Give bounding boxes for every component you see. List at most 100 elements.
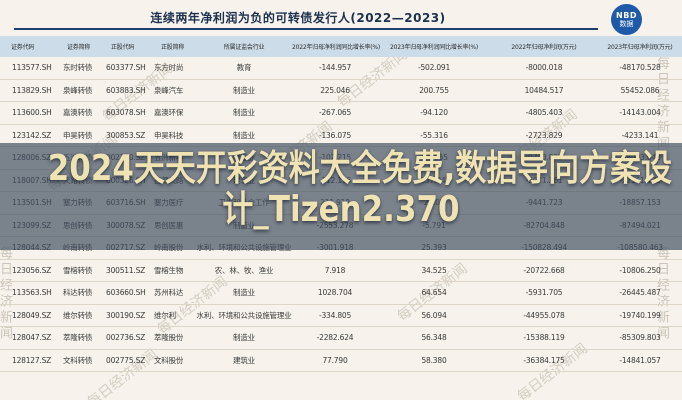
promo-text-line2: 计_Tizen2.370 [222, 189, 460, 230]
table-row: 128049.SZ 维尔转债 300190.SZ 维尔利 水利、环境和公共设施管理业 -3… [0, 305, 682, 327]
table-cell: 300511.SZ [106, 265, 146, 275]
table-cell: 113600.SH [12, 108, 52, 118]
table-cell: 603078.SH [106, 108, 146, 118]
table-cell: 水利、环境和公共设施管理业 [196, 310, 292, 320]
table-cell: 维尔利 [154, 310, 176, 320]
table-cell: -19740.199 [619, 310, 661, 320]
table-cell: 64.654 [421, 288, 447, 298]
table-cell: -36384.175 [523, 355, 565, 365]
table-cell: 教育 [236, 63, 252, 73]
table-cell: 制造业 [233, 108, 255, 118]
table-cell: 苏州科达 [154, 288, 184, 298]
table-cell: 申昊转债 [63, 130, 93, 140]
column-header: 证券简称 [67, 44, 91, 51]
table-cell: 东方时尚 [154, 63, 184, 73]
table-cell: 制造业 [233, 85, 255, 95]
column-header: 正股简称 [161, 44, 185, 51]
table-cell: 002736.SZ [106, 333, 146, 343]
column-header: 所属证监会行业 [223, 44, 265, 51]
table-cell: 嘉澳转债 [63, 108, 93, 118]
table-row: 113829.SH 泉峰转债 603883.SH 泉峰汽车 制造业 225.046 200.… [0, 80, 682, 102]
table-cell: 225.046 [320, 85, 350, 95]
table-cell: 制造业 [233, 333, 255, 343]
table-cell: -144.957 [318, 63, 352, 73]
page-title: 连续两年净利润为负的可转债发行人(2022—2023) [150, 11, 446, 25]
table-cell: -55.316 [420, 130, 448, 140]
table-cell: 603883.SH [106, 85, 146, 95]
table-cell: 农、林、牧、渔业 [214, 265, 274, 275]
table-cell: 128047.SZ [12, 333, 52, 343]
table-cell: 萃隆转债 [63, 333, 93, 343]
table-cell: -94.120 [420, 108, 448, 118]
logo-text-shuju: 数据 [619, 19, 634, 28]
table-cell: 300190.SZ [106, 310, 146, 320]
table-row: 123056.SZ 雪榕转债 300511.SZ 雪榕生物 农、林、牧、渔业 7.918 3… [0, 260, 682, 282]
promo-text-line1: 2024天天开彩资料大全免费,数据导向方案设 [47, 148, 672, 189]
table-cell: -26445.487 [619, 288, 661, 298]
table-cell: -8000.018 [525, 63, 563, 73]
table-cell: 科达转债 [63, 288, 93, 298]
table-cell: 113563.SH [12, 288, 52, 298]
table-cell: 113829.SH [12, 85, 52, 95]
table-cell: 10484.517 [524, 85, 564, 95]
table-row: 113577.SH 东时转债 603377.SH 东方时尚 教育 -144.957 -502… [0, 57, 682, 80]
table-cell: -2282.624 [316, 333, 354, 343]
table-cell: -20722.668 [523, 265, 565, 275]
table-cell: 嘉澳环保 [154, 108, 184, 118]
table-cell: -502.091 [417, 63, 451, 73]
table-cell: 128127.SZ [12, 355, 52, 365]
column-header: 2023年归母净利润(万元) [607, 44, 673, 51]
table-cell: -15388.119 [523, 333, 565, 343]
table-cell: -4805.403 [525, 108, 563, 118]
column-header: 2023年归母净利润同比增长率(%) [389, 44, 479, 51]
table-cell: 泉峰转债 [63, 85, 93, 95]
table-cell: 制造业 [233, 288, 255, 298]
table-cell: 7.918 [324, 265, 346, 275]
table-cell: 200.755 [419, 85, 449, 95]
table-cell: 56.094 [421, 310, 447, 320]
table-cell: 55452.086 [620, 85, 660, 95]
table-cell: -136.075 [318, 130, 352, 140]
table-cell: -10806.250 [619, 265, 661, 275]
table-cell: 雪榕生物 [154, 265, 184, 275]
table-cell: 34.525 [421, 265, 447, 275]
table-cell: 东时转债 [63, 63, 93, 73]
table-cell: 萃隆股份 [154, 333, 184, 343]
table-row: 113563.SH 科达转债 603660.SH 苏州科达 制造业 1028.704 64.… [0, 282, 682, 305]
table-cell: 300853.SZ [106, 130, 146, 140]
table-cell: -5931.705 [525, 288, 563, 298]
table-cell: 123142.SZ [12, 130, 52, 140]
nbd-data-logo-icon: NBD 数据 [611, 4, 642, 35]
table-cell: 603660.SH [106, 288, 146, 298]
dark-overlay-band [0, 143, 682, 250]
promo-overlay: 2024天天开彩资料大全免费,数据导向方案设 计_Tizen2.370 [0, 148, 682, 230]
table-cell: -14143.004 [619, 108, 661, 118]
table-cell: 58.380 [421, 355, 447, 365]
column-header: 2022年归母净利润同比增长率(%) [292, 44, 381, 51]
table-row: 113600.SH 嘉澳转债 603078.SH 嘉澳环保 制造业 -267.065 -94… [0, 102, 682, 125]
table-cell: 申昊科技 [154, 130, 184, 140]
table-cell: -48170.528 [619, 63, 661, 73]
column-header: 正股代码 [111, 44, 135, 51]
table-cell: -4233.141 [621, 130, 659, 140]
table-cell: 123056.SZ [12, 265, 52, 275]
table-cell: 文科转债 [63, 355, 93, 365]
table-cell: -85309.803 [619, 333, 661, 343]
table-cell: 雪榕转债 [63, 265, 93, 275]
table-cell: -14841.057 [619, 355, 661, 365]
table-cell: 56.348 [421, 333, 447, 343]
column-header: 证券代码 [11, 44, 35, 51]
table-cell: 002775.SZ [106, 355, 146, 365]
table-cell: -44955.078 [523, 310, 565, 320]
table-row: 128127.SZ 文科转债 002775.SZ 文科股份 建筑业 77.790 58.38… [0, 350, 682, 372]
table-cell: 113577.SH [12, 63, 52, 73]
table-cell: -267.065 [318, 108, 352, 118]
table-cell: 泉峰汽车 [154, 85, 184, 95]
table-cell: 制造业 [233, 130, 255, 140]
table-cell: 1028.704 [317, 288, 353, 298]
table-cell: 603377.SH [106, 63, 146, 73]
title-bar: 连续两年净利润为负的可转债发行人(2022—2023) [0, 7, 596, 26]
table-cell: 77.790 [322, 355, 348, 365]
table-cell: 文科股份 [154, 355, 184, 365]
